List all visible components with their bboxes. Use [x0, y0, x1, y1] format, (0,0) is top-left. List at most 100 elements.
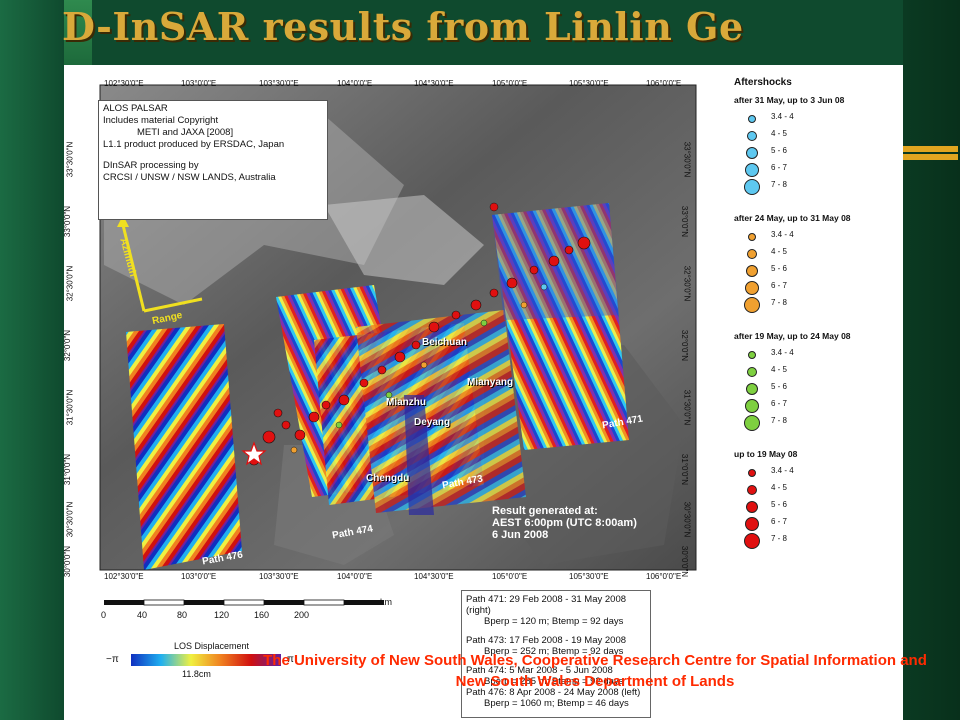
- legend-circle-icon: [746, 501, 758, 513]
- los-title: LOS Displacement: [174, 641, 250, 651]
- aftershock-points: [248, 202, 591, 466]
- lat-tick: 30°0'0"N: [64, 545, 73, 578]
- scale-unit: km: [380, 597, 392, 607]
- info-line: L1.1 product produced by ERSDAC, Japan: [103, 139, 285, 150]
- legend-row: 5 - 6: [741, 263, 821, 277]
- info-line: DInSAR processing by: [103, 160, 199, 171]
- info-line: Includes material Copyright: [103, 115, 219, 126]
- legend-label: 6 - 7: [771, 163, 788, 172]
- lon-tick: 103°0'0"E: [181, 79, 217, 88]
- place-mianyang: Mianyang: [467, 377, 514, 388]
- legend-label: 6 - 7: [771, 517, 788, 526]
- los-max: π: [287, 654, 294, 665]
- legend-label: 5 - 6: [771, 500, 788, 509]
- right-dark-panel: [903, 0, 960, 720]
- legend-group-title: after 24 May, up to 31 May 08: [734, 213, 851, 223]
- lon-tick-bottom: 104°30'0"E: [414, 572, 454, 581]
- legend-circle-icon: [747, 131, 757, 141]
- legend-row: 4 - 5: [741, 128, 821, 142]
- legend-circle-icon: [744, 415, 760, 431]
- legend-circle-icon: [745, 399, 759, 413]
- paths-line: Path 473: 17 Feb 2008 - 19 May 2008: [466, 635, 627, 646]
- legend-row: 6 - 7: [741, 398, 821, 413]
- legend-group-title: after 31 May, up to 3 Jun 08: [734, 95, 845, 105]
- lon-tick: 106°0'0"E: [646, 79, 682, 88]
- paths-line: Path 471: 29 Feb 2008 - 31 May 2008 (rig…: [466, 594, 627, 616]
- legend-group-title: after 19 May, up to 24 May 08: [734, 331, 851, 341]
- legend-row: 7 - 8: [741, 179, 821, 195]
- lon-tick: 102°30'0"E: [104, 79, 144, 88]
- legend-circle-icon: [746, 147, 758, 159]
- legend-label: 5 - 6: [771, 146, 788, 155]
- lat-tick: 32°0'0"N: [64, 329, 73, 362]
- place-chengdu: Chengdu: [366, 473, 410, 484]
- legend-circle-icon: [746, 383, 758, 395]
- path-476-interferogram: [126, 324, 242, 570]
- legend-row: 5 - 6: [741, 145, 821, 159]
- lon-tick-bottom: 103°0'0"E: [181, 572, 217, 581]
- accent-bar: [903, 154, 958, 160]
- left-green-panel: [0, 0, 64, 720]
- lon-tick-bottom: 106°0'0"E: [646, 572, 682, 581]
- lon-tick: 104°0'0"E: [337, 79, 373, 88]
- legend-row: 3.4 - 4: [741, 229, 821, 243]
- lat-tick: 32°30'0"N: [65, 265, 75, 302]
- lon-tick-bottom: 105°0'0"E: [492, 572, 528, 581]
- info-line: METI and JAXA [2008]: [137, 127, 234, 138]
- paths-info-box: Path 471: 29 Feb 2008 - 31 May 2008 (rig…: [461, 590, 651, 718]
- lon-tick: 105°30'0"E: [569, 79, 609, 88]
- map-graphics: [99, 84, 697, 666]
- accent-bar: [903, 146, 958, 152]
- place-mianzhu: Mianzhu: [386, 397, 426, 408]
- paths-line: Bperp = 285 m; Btemp = 92 days: [484, 676, 624, 687]
- paths-line: Bperp = 252 m; Btemp = 92 days: [484, 646, 624, 657]
- epicenter-star-icon: [241, 441, 267, 466]
- result-line: AEST 6:00pm (UTC 8:00am): [492, 517, 637, 529]
- lat-tick: 33°30'0"N: [65, 141, 75, 178]
- result-timestamp: Result generated at: AEST 6:00pm (UTC 8:…: [492, 505, 737, 573]
- legend-circle-icon: [748, 233, 756, 241]
- paths-line: Bperp = 1060 m; Btemp = 46 days: [484, 698, 629, 709]
- lat-tick-right: 31°0'0"N: [680, 453, 690, 486]
- legend-row: 5 - 6: [741, 381, 821, 395]
- legend-row: 7 - 8: [741, 297, 821, 313]
- legend-title: Aftershocks: [734, 77, 792, 88]
- scale-tick: 0: [101, 610, 107, 620]
- legend-group-title: up to 19 May 08: [734, 449, 798, 459]
- legend-row: 5 - 6: [741, 499, 821, 513]
- legend-label: 7 - 8: [771, 180, 788, 189]
- map-figure: 102°30'0"E 103°0'0"E 103°30'0"E 104°0'0"…: [64, 65, 903, 720]
- legend-circle-icon: [746, 265, 758, 277]
- los-min: −π: [106, 654, 119, 665]
- legend-row: 3.4 - 4: [741, 465, 821, 479]
- legend-row: 6 - 7: [741, 162, 821, 177]
- legend-label: 7 - 8: [771, 298, 788, 307]
- lat-tick-right: 32°0'0"N: [680, 329, 690, 362]
- paths-line: Path 474: 5 Mar 2008 - 5 Jun 2008: [466, 665, 613, 676]
- los-value: 11.8cm: [182, 669, 211, 679]
- lon-tick: 103°30'0"E: [259, 79, 299, 88]
- lat-tick: 31°0'0"N: [64, 453, 73, 486]
- legend-circle-icon: [747, 367, 757, 377]
- legend-row: 4 - 5: [741, 364, 821, 378]
- path-471-interferogram: [492, 203, 629, 450]
- legend-circle-icon: [747, 485, 757, 495]
- lon-tick-bottom: 104°0'0"E: [337, 572, 373, 581]
- legend-row: 7 - 8: [741, 415, 821, 431]
- legend-circle-icon: [748, 115, 756, 123]
- legend-row: 4 - 5: [741, 482, 821, 496]
- legend-circle-icon: [744, 297, 760, 313]
- info-spacer: [103, 151, 323, 160]
- lat-tick: 30°30'0"N: [65, 501, 75, 538]
- place-beichuan: Beichuan: [422, 337, 468, 348]
- copyright-box: ALOS PALSAR Includes material Copyright …: [98, 100, 328, 220]
- legend-label: 3.4 - 4: [771, 230, 794, 239]
- scale-tick: 40: [137, 610, 148, 620]
- legend-row: 7 - 8: [741, 533, 821, 549]
- lon-tick: 104°30'0"E: [414, 79, 454, 88]
- legend-circle-icon: [744, 179, 760, 195]
- scale-tick: 120: [214, 610, 230, 620]
- legend-label: 4 - 5: [771, 247, 788, 256]
- scale-tick: 160: [254, 610, 270, 620]
- left-stripe: [64, 0, 92, 65]
